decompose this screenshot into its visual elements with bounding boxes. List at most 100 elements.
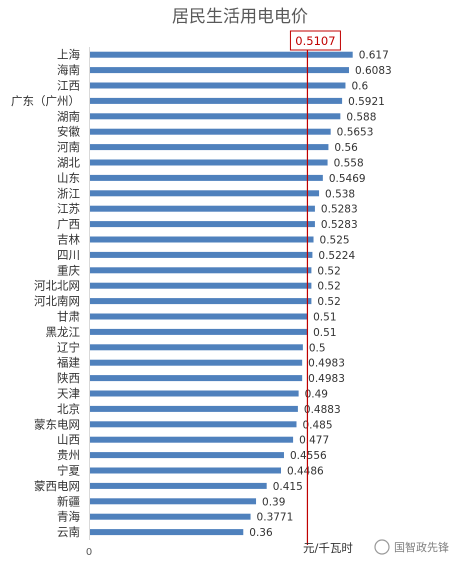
watermark-text: 国智政先锋 — [394, 540, 449, 554]
bar — [90, 236, 314, 243]
category-label: 海南 — [57, 63, 80, 77]
category-label: 贵州 — [57, 448, 80, 462]
data-label: 0.5224 — [318, 250, 355, 262]
data-label: 0.6 — [351, 81, 368, 93]
category-label: 上海 — [57, 48, 80, 62]
bar — [90, 190, 320, 197]
bar — [90, 159, 328, 166]
data-label: 0.36 — [249, 527, 273, 539]
category-label: 黑龙江 — [46, 325, 81, 339]
reference-value-label: 0.5107 — [295, 34, 335, 48]
category-label: 广西 — [57, 217, 80, 231]
data-label: 0.4983 — [308, 358, 345, 370]
watermark: 国智政先锋 — [374, 539, 449, 555]
data-label: 0.5283 — [321, 219, 358, 231]
bar — [90, 282, 312, 289]
bar — [90, 498, 257, 505]
data-label: 0.477 — [299, 435, 329, 447]
bar — [90, 298, 312, 305]
category-label: 陕西 — [57, 371, 80, 385]
category-label: 天津 — [57, 387, 80, 401]
category-label: 江苏 — [57, 202, 80, 216]
bar — [90, 51, 353, 58]
category-label: 青海 — [57, 510, 80, 524]
category-label: 甘肃 — [57, 310, 80, 324]
bar — [90, 205, 315, 212]
category-label: 福建 — [57, 356, 80, 370]
bar — [90, 513, 251, 520]
data-label: 0.4486 — [287, 466, 324, 478]
bar — [90, 405, 298, 412]
bar — [90, 128, 331, 135]
bar — [90, 221, 315, 228]
bar — [90, 390, 299, 397]
category-label: 新疆 — [57, 494, 80, 508]
watermark-logo-icon — [374, 539, 390, 555]
data-label: 0.39 — [262, 496, 285, 508]
data-label: 0.5921 — [348, 96, 385, 108]
category-label: 云南 — [57, 525, 80, 539]
bar — [90, 144, 329, 151]
bar — [90, 328, 308, 335]
data-label: 0.5469 — [329, 173, 366, 185]
data-label: 0.4983 — [308, 373, 345, 385]
bar — [90, 313, 308, 320]
bar — [90, 529, 244, 536]
category-label: 蒙西电网 — [34, 479, 80, 493]
category-label: 河南 — [57, 140, 80, 154]
category-label: 河北北网 — [34, 279, 80, 293]
unit-label: 元/千瓦时 — [303, 541, 353, 555]
bar — [90, 267, 312, 274]
category-label: 浙江 — [57, 186, 80, 200]
data-label: 0.56 — [334, 142, 358, 154]
category-label: 山西 — [57, 433, 80, 447]
chart-title: 居民生活用电电价 — [172, 7, 308, 27]
data-label: 0.617 — [359, 50, 389, 62]
bar — [90, 467, 281, 474]
bar — [90, 97, 343, 104]
data-label: 0.51 — [313, 312, 336, 324]
category-label: 安徽 — [57, 125, 80, 139]
category-label: 江西 — [57, 79, 80, 93]
category-label: 宁夏 — [57, 464, 80, 478]
data-label: 0.485 — [302, 419, 332, 431]
bar — [90, 67, 349, 74]
bars-group: 上海 0.617 海南 0.6083 江西 0.6 广东（广州） 0.5921 湖南 0.588 安… — [11, 48, 392, 539]
x-tick-label-0: 0 — [86, 547, 92, 558]
data-label: 0.6083 — [355, 65, 392, 77]
data-label: 0.538 — [325, 188, 355, 200]
data-label: 0.4883 — [304, 404, 341, 416]
category-label: 四川 — [57, 248, 80, 262]
category-label: 广东（广州） — [11, 94, 80, 108]
bar — [90, 113, 341, 120]
bar — [90, 421, 297, 428]
bar — [90, 375, 303, 382]
category-label: 吉林 — [57, 233, 80, 247]
reference-line-group: 0.5107 — [289, 30, 341, 545]
bar — [90, 344, 303, 351]
category-label: 湖北 — [57, 156, 80, 170]
data-label: 0.49 — [305, 389, 328, 401]
bar — [90, 174, 323, 181]
reference-label-box — [289, 30, 341, 51]
bar — [90, 251, 313, 258]
bar — [90, 82, 346, 89]
category-label: 河北南网 — [34, 294, 80, 308]
data-label: 0.558 — [334, 158, 364, 170]
data-label: 0.52 — [317, 281, 340, 293]
data-label: 0.5 — [309, 342, 326, 354]
category-label: 蒙东电网 — [34, 417, 80, 431]
category-label: 北京 — [57, 402, 80, 416]
data-label: 0.52 — [317, 296, 340, 308]
data-label: 0.588 — [346, 111, 376, 123]
data-label: 0.525 — [320, 235, 350, 247]
data-label: 0.5653 — [337, 127, 374, 139]
category-label: 山东 — [57, 171, 80, 185]
category-label: 重庆 — [57, 263, 80, 277]
category-label: 湖南 — [57, 109, 80, 123]
bar — [90, 452, 284, 459]
bar — [90, 436, 294, 443]
data-label: 0.415 — [273, 481, 303, 493]
data-label: 0.51 — [313, 327, 336, 339]
